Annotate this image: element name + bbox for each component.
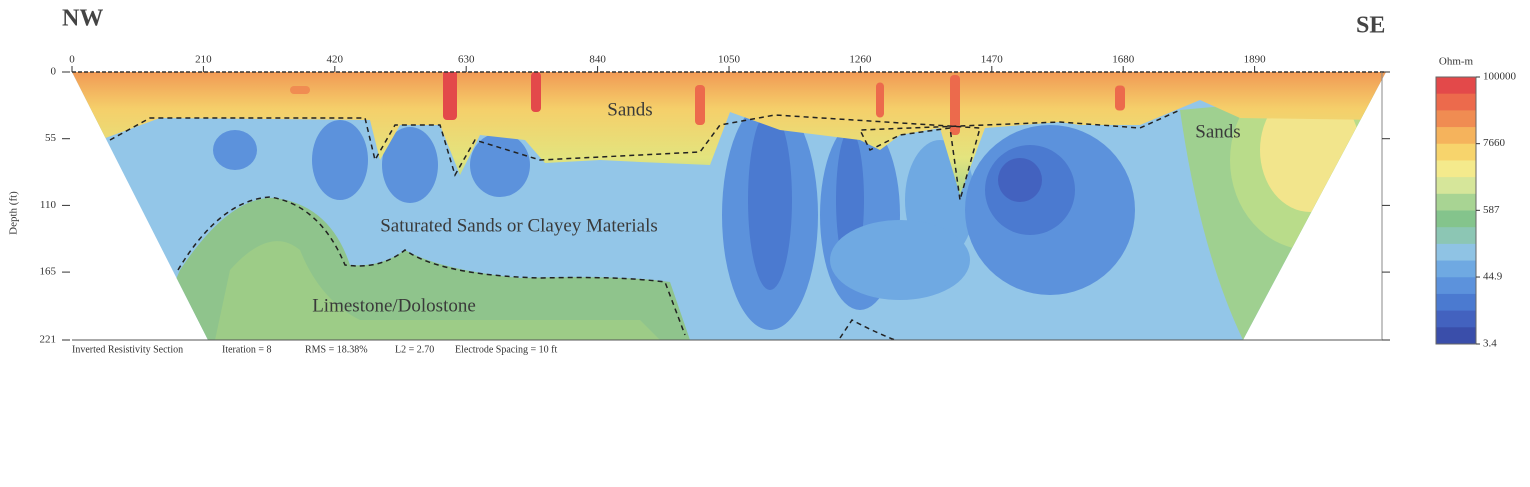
colorbar-tick-label: 44.9 [1483, 271, 1503, 283]
x-tick-label: 1050 [718, 54, 741, 66]
high-resistivity [1115, 85, 1125, 111]
x-tick-label: 1260 [849, 54, 872, 66]
colorbar-swatch [1436, 243, 1476, 262]
colorbar-tick-label: 3.4 [1483, 338, 1497, 350]
boundary-line [109, 109, 1181, 201]
high-resistivity [290, 86, 310, 94]
resistivity-section [72, 72, 1386, 340]
y-tick-label: 55 [45, 132, 57, 144]
boundary-line [839, 319, 896, 341]
colorbar-swatch [1436, 227, 1476, 245]
colorbar-swatch [1436, 110, 1476, 128]
colorbar-tick-label: 587 [1483, 204, 1500, 216]
colorbar-swatch [1436, 127, 1476, 145]
x-tick-label: 630 [458, 54, 475, 66]
high-resistivity [531, 72, 541, 112]
limestone-zone [215, 241, 660, 340]
high-resistivity [443, 72, 457, 120]
high-resistivity [950, 75, 960, 135]
colorbar-swatch [1436, 77, 1476, 95]
resistivity-blob [312, 120, 368, 200]
annotation: Saturated Sands or Clayey Materials [380, 215, 658, 236]
x-tick-label: 1470 [981, 54, 1004, 66]
resistivity-blob [748, 110, 792, 290]
y-tick-label: 0 [51, 66, 57, 78]
x-tick-label: 420 [327, 54, 344, 66]
y-tick-label: 221 [40, 334, 57, 346]
colorbar-tick-label: 100000 [1483, 71, 1517, 83]
resistivity-blob [830, 220, 970, 300]
y-tick-label: 110 [40, 199, 57, 211]
resistivity-blob [382, 127, 438, 203]
colorbar-swatch [1436, 327, 1476, 345]
colorbar-swatch [1436, 143, 1476, 161]
direction-label: NW [62, 6, 103, 32]
caption: Inverted Resistivity Section [72, 344, 183, 355]
colorbar-swatch [1436, 160, 1476, 178]
y-tick-label: 165 [40, 266, 57, 278]
x-tick-label: 1680 [1112, 54, 1135, 66]
annotation: Sands [1195, 121, 1240, 142]
x-tick-label: 0 [69, 54, 75, 66]
annotations: Sands Sands Saturated Sands or Clayey Ma… [312, 99, 1241, 316]
colorbar-swatch [1436, 177, 1476, 195]
annotation: Sands [607, 99, 652, 120]
high-resistivity [876, 82, 884, 118]
colorbar-swatch [1436, 293, 1476, 312]
x-tick-label: 840 [589, 54, 606, 66]
resistivity-blob [470, 133, 530, 197]
y-axis-label: Depth (ft) [8, 191, 20, 235]
caption: L2 = 2.70 [395, 344, 434, 355]
x-tick-label: 1890 [1244, 54, 1267, 66]
annotation: Limestone/Dolostone [312, 295, 476, 316]
colorbar-swatch [1436, 310, 1476, 328]
caption: RMS = 18.38% [305, 344, 368, 355]
caption: Iteration = 8 [222, 344, 272, 355]
colorbar-swatch [1436, 93, 1476, 111]
x-tick-label: 210 [195, 54, 212, 66]
high-resistivity [695, 85, 705, 125]
colorbar-swatch [1436, 260, 1476, 278]
caption: Electrode Spacing = 10 ft [455, 344, 557, 355]
colorbar-title: Ohm-m [1439, 56, 1474, 68]
sand-zone [72, 72, 1386, 195]
colorbar-swatch [1436, 210, 1476, 228]
colorbar-tick-label: 7660 [1483, 137, 1506, 149]
direction-label: SE [1356, 13, 1385, 39]
colorbar-swatch [1436, 193, 1476, 211]
resistivity-blob [213, 130, 257, 170]
colorbar-swatch [1436, 277, 1476, 295]
resistivity-blob [998, 158, 1042, 202]
